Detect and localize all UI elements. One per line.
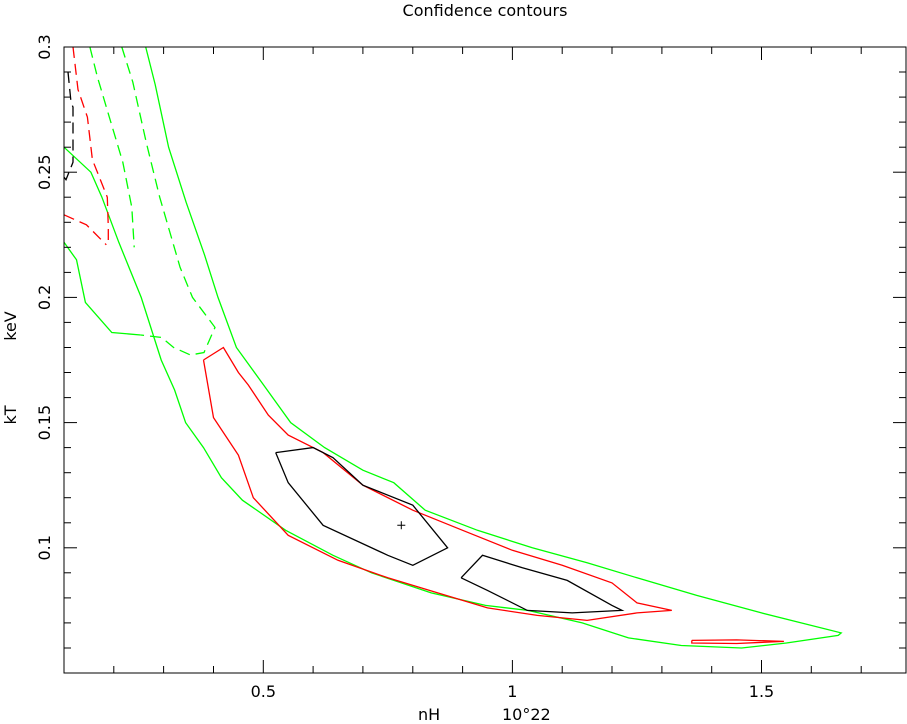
y-tick-label: 0.2 — [35, 285, 54, 310]
x-tick-label: 1.5 — [749, 682, 774, 701]
x-tick-label: 0.5 — [251, 682, 276, 701]
contour-line-1 — [63, 241, 141, 336]
contour-line-0 — [63, 46, 843, 649]
contour-line-9 — [460, 554, 625, 614]
x-axis-label: nH — [418, 705, 440, 724]
y-tick-label: 0.15 — [35, 405, 54, 441]
x-axis: 0.5 1 1.5 — [63, 47, 862, 701]
contour-line-5 — [691, 639, 784, 645]
y-axis-unit: keV — [1, 311, 20, 341]
x-axis-unit: 10°22 — [502, 705, 551, 724]
contour-line-4 — [202, 346, 672, 622]
contour-line-7 — [63, 214, 107, 246]
best-fit-plus — [397, 521, 406, 530]
y-tick-label: 0.3 — [35, 34, 54, 59]
contour-line-3 — [89, 46, 135, 248]
y-axis-label: kT — [1, 405, 20, 424]
contour-line-6 — [72, 46, 109, 243]
best-fit-marker — [397, 521, 406, 530]
chart-title: Confidence contours — [403, 1, 568, 20]
y-tick-label: 0.1 — [35, 535, 54, 560]
contour-line-8 — [275, 446, 449, 567]
contour-line-2 — [121, 46, 216, 356]
plot-frame — [63, 46, 907, 674]
contour-series — [63, 46, 843, 649]
y-axis: 0.1 0.15 0.2 0.25 0.3 — [35, 34, 906, 674]
contour-line-10 — [63, 71, 74, 181]
y-tick-label: 0.25 — [35, 154, 54, 190]
x-tick-label: 1 — [507, 682, 517, 701]
